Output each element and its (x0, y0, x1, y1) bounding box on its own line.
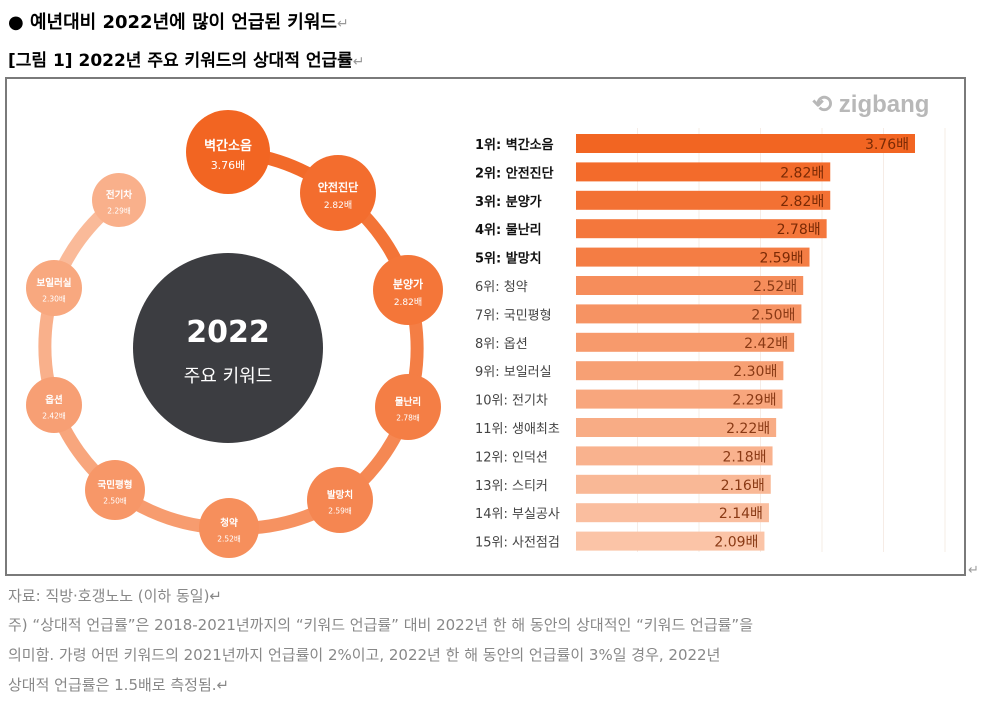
bar-category-label: 12위: 인덕션 (475, 450, 548, 465)
bubble-keyword: 물난리 (395, 396, 421, 408)
bar (576, 247, 810, 267)
bubble-value: 2.82배 (394, 297, 422, 308)
bubble-keyword: 벽간소음 (204, 138, 252, 154)
bar-category-label: 14위: 부실공사 (475, 507, 560, 522)
bubble-value: 2.30배 (42, 295, 66, 304)
keyword-bubble (186, 110, 270, 194)
bar (576, 418, 777, 437)
keyword-bubble (375, 374, 441, 440)
bar-value-label: 2.14배 (719, 506, 763, 522)
bar (576, 134, 915, 153)
bubble-keyword: 전기차 (106, 189, 132, 201)
bar (576, 389, 783, 409)
keyword-bubble (26, 260, 82, 316)
bar (576, 361, 784, 381)
bar-category-label: 7위: 국민평형 (475, 308, 552, 323)
bar-value-label: 2.78배 (777, 222, 821, 238)
keyword-bubble (92, 173, 146, 227)
bubble-keyword: 청약 (220, 517, 238, 529)
zigbang-logo: ⟲ zigbang (812, 91, 930, 118)
bubble-keyword: 국민평형 (98, 479, 133, 491)
footnote-line-3: 상대적 언급률은 1.5배로 측정됨.↵ (8, 676, 230, 694)
bar-value-label: 2.52배 (753, 279, 797, 295)
bubble-value: 2.50배 (103, 497, 127, 506)
keyword-bubble (300, 155, 376, 231)
bar-value-label: 2.82배 (780, 194, 824, 210)
bar (576, 190, 831, 210)
bar-category-label: 4위: 물난리 (475, 222, 542, 238)
bubble-keyword: 발망치 (327, 489, 353, 501)
footnote-line-2: 의미함. 가령 어떤 키워드의 2021년까지 언급률이 2%이고, 2022년… (8, 646, 721, 664)
bubble-value: 2.29배 (107, 207, 131, 216)
bar (576, 332, 795, 352)
bar-value-label: 2.30배 (733, 364, 777, 380)
paragraph-mark: ↵ (968, 563, 979, 578)
bar (576, 276, 804, 295)
bar-category-label: 13위: 스티커 (475, 479, 548, 494)
bubble-value: 2.78배 (396, 414, 420, 423)
bar-value-label: 2.42배 (744, 336, 788, 352)
bar-category-label: 5위: 발망치 (475, 251, 542, 267)
bar (576, 446, 773, 466)
bubble-value: 2.42배 (42, 412, 66, 421)
center-label: 주요 키워드 (184, 366, 273, 387)
footnote-line-1: 주) “상대적 언급률”은 2018-2021년까지의 “키워드 언급률” 대비… (8, 616, 754, 634)
bubble-value: 3.76배 (211, 159, 246, 172)
keyword-bubble (85, 460, 145, 520)
section-heading: ● 예년대비 2022년에 많이 언급된 키워드↵ (8, 12, 349, 33)
bar-value-label: 2.16배 (721, 478, 765, 494)
bar (576, 304, 802, 324)
bubble-keyword: 보일러실 (37, 277, 72, 289)
bar-value-label: 2.29배 (732, 393, 776, 409)
keyword-bubble (373, 255, 443, 325)
bar-category-label: 15위: 사전점검 (475, 536, 560, 551)
keyword-bubble (307, 467, 373, 533)
bar (576, 219, 827, 239)
bubble-value: 2.52배 (217, 535, 241, 544)
bar-value-label: 2.09배 (714, 535, 758, 551)
bar (576, 162, 831, 182)
bar-category-label: 2위: 안전진단 (475, 165, 554, 181)
keyword-bubble (26, 377, 82, 433)
keyword-bubble (199, 498, 259, 558)
bar-category-label: 11위: 생애최초 (475, 422, 560, 437)
bar-value-label: 3.76배 (865, 137, 909, 153)
bar-category-label: 1위: 벽간소음 (475, 137, 554, 153)
bar-category-label: 9위: 보일러실 (475, 365, 552, 380)
bubble-value: 2.59배 (328, 507, 352, 516)
bar-value-label: 2.50배 (751, 307, 795, 323)
bar (576, 503, 769, 523)
bubble-keyword: 분양가 (393, 277, 423, 291)
bar-category-label: 8위: 옵션 (475, 337, 528, 352)
bar (576, 474, 771, 494)
bar-value-label: 2.59배 (759, 251, 803, 267)
bubble-keyword: 옵션 (45, 394, 62, 406)
center-year: 2022 (186, 315, 270, 350)
bar (576, 531, 765, 551)
figure-title: [그림 1] 2022년 주요 키워드의 상대적 언급률↵ (8, 51, 365, 71)
bar-category-label: 10위: 전기차 (475, 394, 548, 409)
bar-value-label: 2.82배 (780, 165, 824, 181)
bubble-value: 2.82배 (324, 200, 352, 211)
bar-category-label: 6위: 청약 (475, 280, 528, 295)
bar-value-label: 2.22배 (726, 421, 770, 437)
center-circle (133, 253, 323, 443)
bar-category-label: 3위: 분양가 (475, 195, 542, 210)
source-note: 자료: 직방·호갱노노 (이하 동일)↵ (8, 587, 222, 605)
bubble-keyword: 안전진단 (318, 180, 358, 194)
bar-value-label: 2.18배 (722, 449, 766, 465)
